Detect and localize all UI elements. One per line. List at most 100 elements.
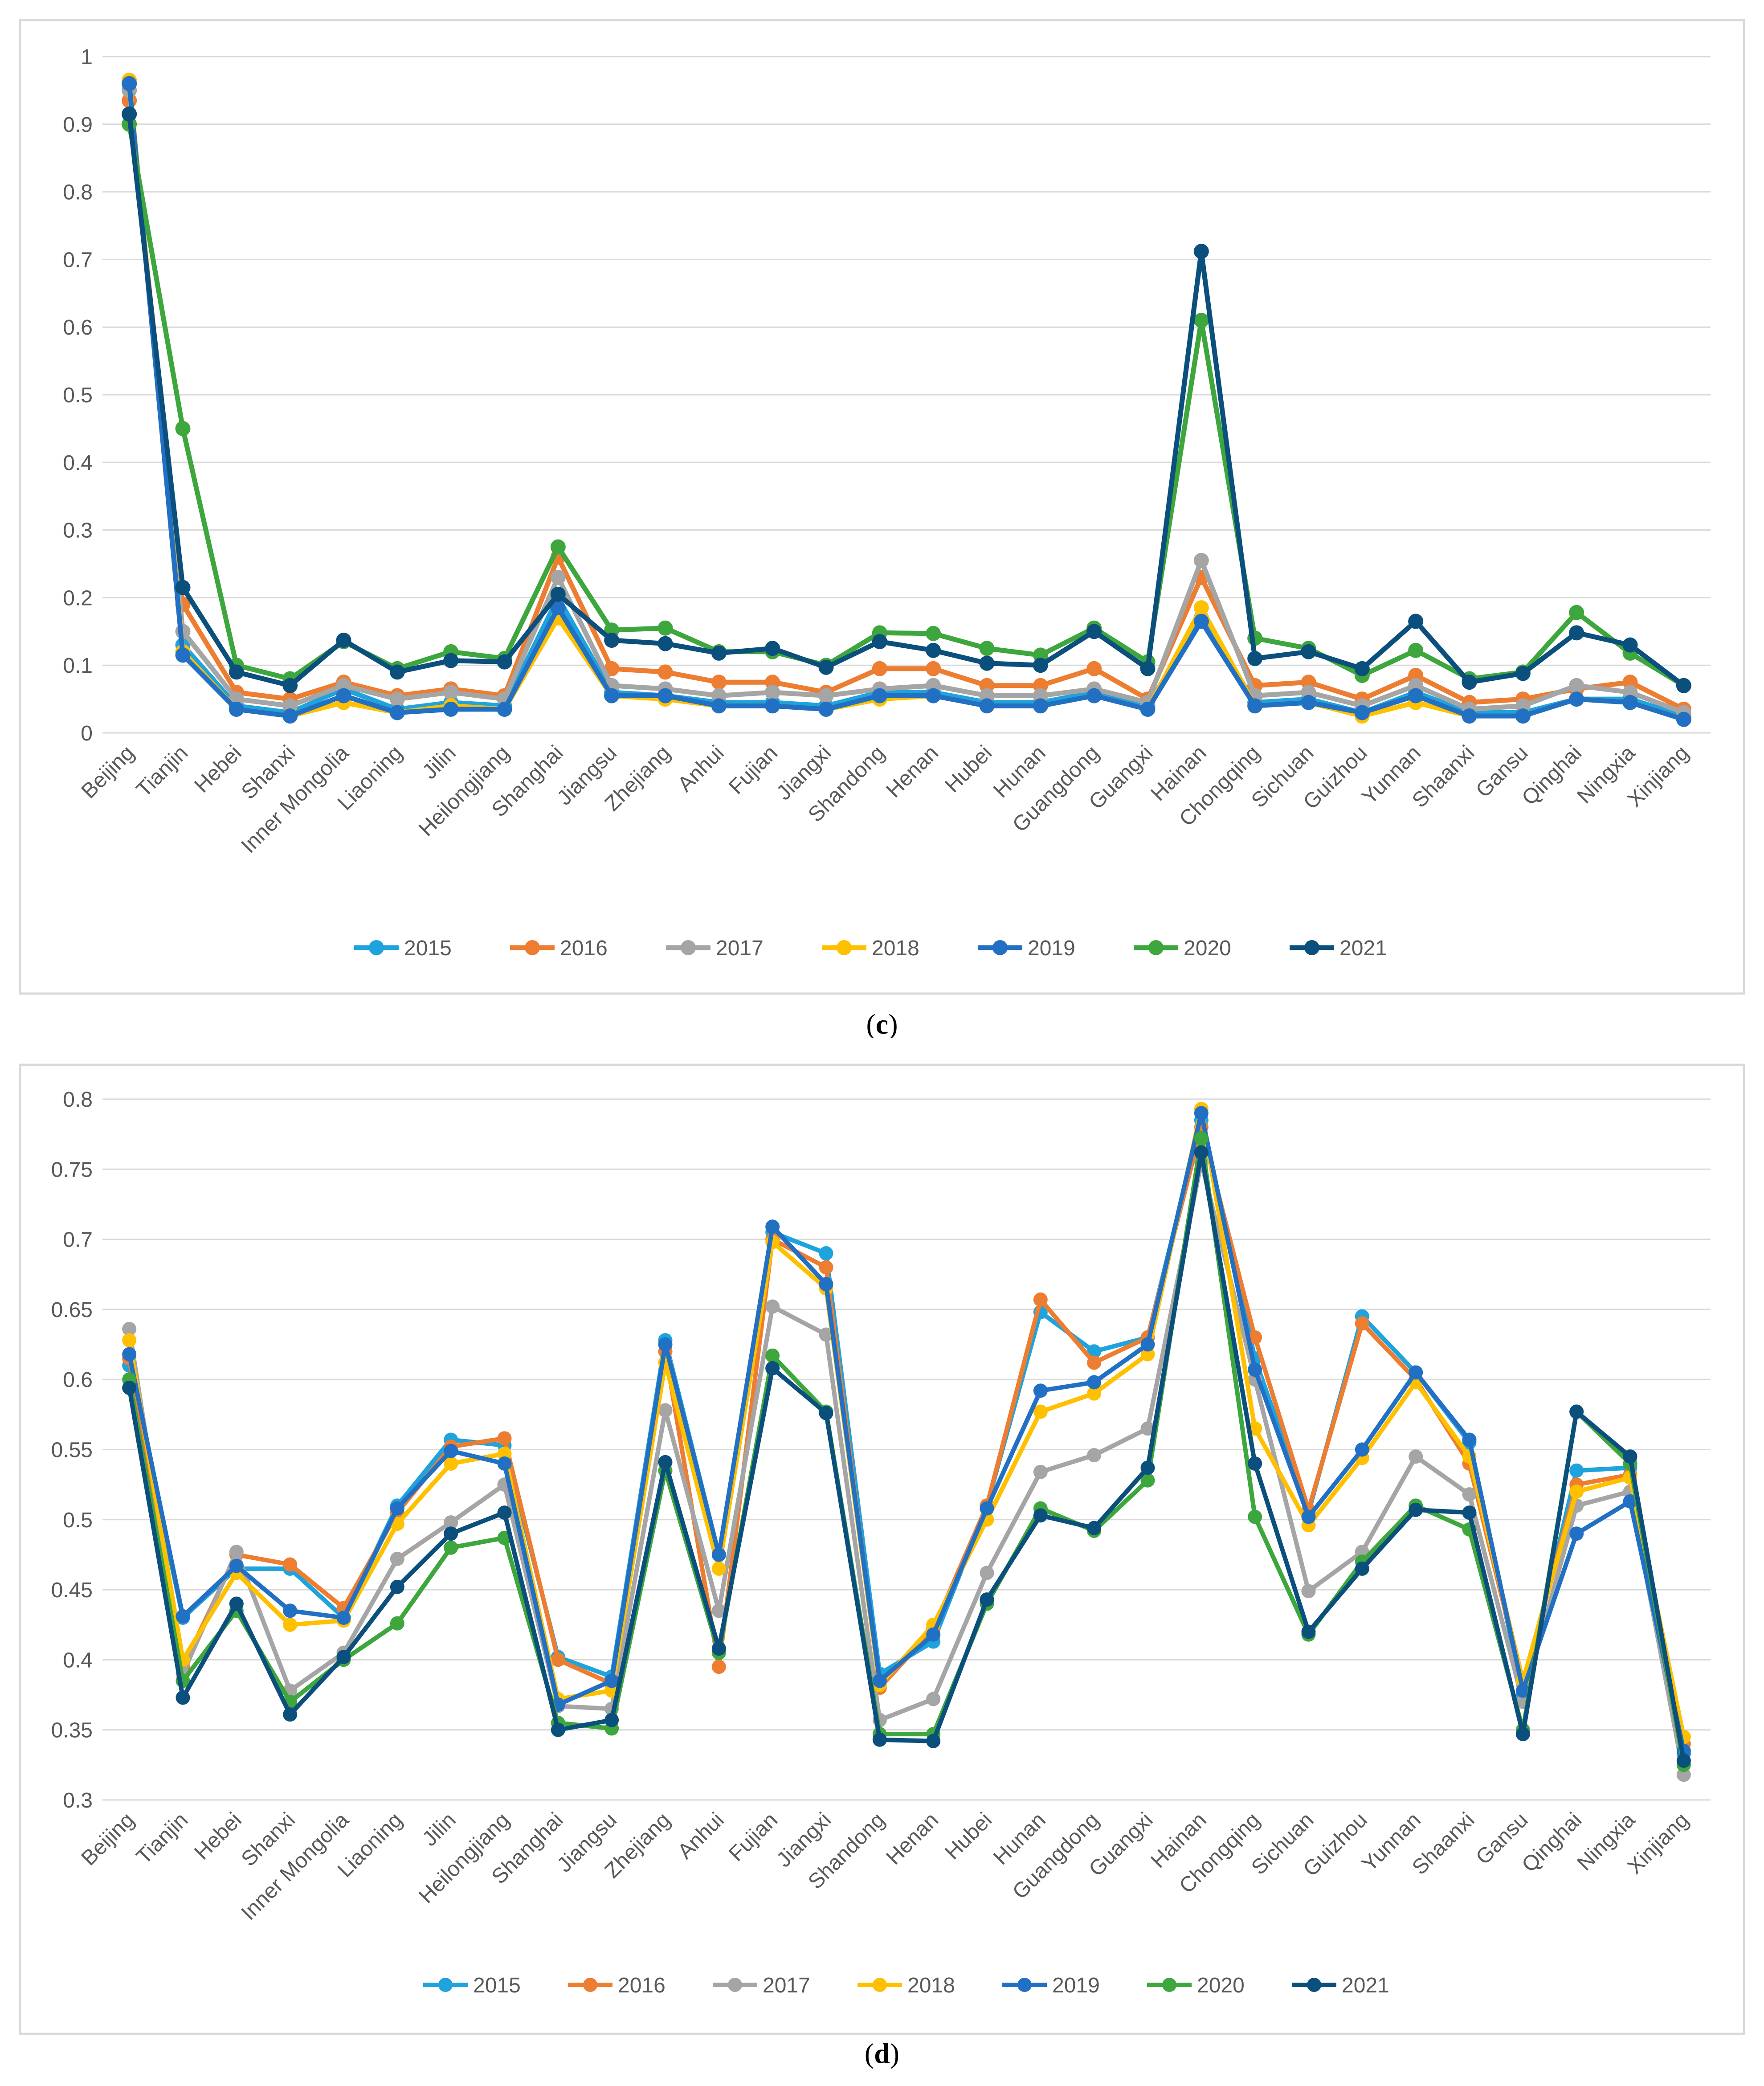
data-point-2019 [765,1219,780,1234]
data-point-2019 [1247,698,1263,714]
caption-open-paren: ( [866,1008,875,1038]
data-point-2019 [872,688,887,704]
data-point-2019 [1301,1509,1316,1524]
data-point-2017 [390,1551,404,1566]
legend-marker-2019 [1017,1978,1032,1992]
data-point-2019 [819,1277,833,1292]
data-point-2017 [765,684,780,700]
data-point-2019 [657,688,673,704]
data-point-2019 [1194,1106,1209,1121]
legend-marker-2016 [583,1978,597,1992]
data-point-2019 [604,688,620,704]
y-tick-label: 0.6 [63,1368,93,1392]
data-point-2021 [1622,637,1638,653]
chart-c: 00.10.20.30.40.50.60.70.80.91BeijingTian… [19,19,1745,1038]
data-point-2021 [1140,661,1156,676]
data-point-2019 [1515,1683,1530,1698]
data-point-2019 [497,1456,512,1471]
data-point-2021 [658,1455,673,1469]
y-tick-label: 0.8 [63,181,93,205]
y-tick-label: 1 [81,45,93,69]
y-tick-label: 0.4 [63,1648,93,1672]
data-point-2021 [711,645,727,661]
y-tick-label: 0.3 [63,1789,93,1812]
data-point-2021 [229,1596,244,1611]
data-point-2016 [819,1260,833,1275]
data-point-2017 [818,688,834,704]
data-point-2021 [819,1406,833,1420]
data-point-2021 [604,1713,619,1727]
data-point-2019 [818,701,834,717]
series-line-2019 [127,81,1686,722]
data-point-2019 [1140,701,1156,717]
figure-caption: (c) [866,1008,898,1038]
y-tick-label: 0.5 [63,384,93,407]
data-point-2021 [175,580,191,595]
data-point-2021 [1623,1449,1637,1464]
series-line-2021 [127,1150,1686,1763]
data-point-2020 [765,1348,780,1363]
data-point-2019 [1515,708,1531,724]
legend-label-2019: 2019 [1028,937,1075,960]
caption-close-paren: ) [890,2037,899,2069]
legend-label-2020: 2020 [1184,937,1231,960]
data-point-2018 [283,1617,298,1632]
y-tick-label: 0.2 [63,586,93,610]
data-point-2018 [1087,1386,1102,1401]
data-point-2021 [122,106,137,122]
data-point-2021 [1676,1753,1691,1768]
data-point-2017 [1193,552,1209,568]
data-point-2016 [711,1660,726,1674]
data-point-2019 [979,698,995,714]
data-point-2021 [765,641,780,656]
data-point-2021 [336,1650,351,1665]
series-line-2021 [127,111,1686,688]
legend-label-2016: 2016 [560,937,608,960]
data-point-2018 [122,1333,137,1348]
y-tick-label: 0.3 [63,519,93,543]
data-point-2017 [1140,1421,1155,1436]
legend-marker-2017 [681,940,696,955]
legend-label-2021: 2021 [1339,937,1387,960]
data-point-2021 [1301,644,1316,659]
series-line-2015 [127,81,1686,719]
data-point-2019 [1354,705,1370,720]
data-point-2021 [176,1690,190,1705]
data-point-2017 [229,1545,244,1559]
data-point-2016 [497,1431,512,1446]
data-point-2018 [1033,1404,1048,1419]
data-point-2018 [711,1561,726,1576]
data-point-2021 [122,1381,137,1395]
legend-marker-2015 [369,940,384,955]
y-tick-label: 0.9 [63,113,93,137]
legend-label-2018: 2018 [907,1974,955,1997]
y-tick-label: 0 [81,722,93,745]
data-point-2019 [1623,1494,1637,1509]
data-point-2016 [1248,1330,1262,1345]
data-point-2019 [711,1547,726,1562]
data-point-2020 [1569,605,1584,620]
data-point-2021 [1676,678,1691,693]
data-point-2021 [818,659,834,675]
data-point-2019 [1676,712,1691,727]
data-point-2017 [443,684,459,700]
data-point-2019 [389,705,405,720]
data-point-2021 [1569,625,1584,641]
data-point-2021 [282,678,298,693]
data-point-2017 [711,1603,726,1618]
data-point-2021 [1086,624,1102,639]
series-line-2016 [127,98,1686,712]
data-point-2021 [497,1505,512,1520]
data-point-2021 [711,1641,726,1656]
data-point-2021 [229,664,244,680]
data-point-2017 [1676,1767,1691,1782]
data-point-2020 [1194,1131,1209,1146]
data-point-2021 [389,664,405,680]
data-point-2019 [229,1558,244,1573]
data-point-2019 [872,1673,887,1688]
data-point-2020 [1408,642,1424,658]
data-point-2021 [283,1707,298,1722]
chart-frame [19,1063,1745,2035]
data-point-2021 [1247,651,1263,667]
data-point-2017 [444,1515,458,1530]
